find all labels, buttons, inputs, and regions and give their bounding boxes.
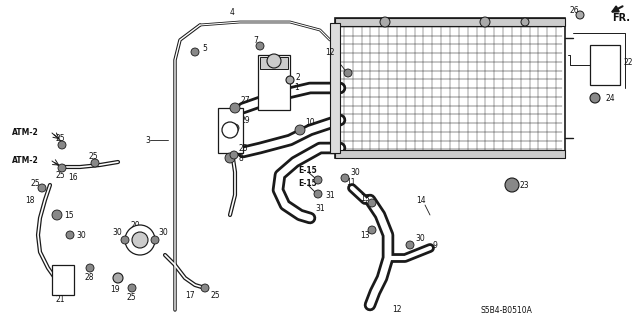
Text: 25: 25 [30, 179, 40, 188]
Circle shape [201, 284, 209, 292]
Circle shape [52, 210, 62, 220]
Bar [258, 55, 290, 110]
Circle shape [222, 122, 238, 138]
Text: 24: 24 [605, 93, 614, 102]
Text: 15: 15 [64, 211, 74, 220]
Circle shape [406, 241, 414, 249]
Text: 18: 18 [25, 196, 35, 204]
Bar [335, 18, 565, 158]
Bar [218, 108, 243, 153]
Text: 28: 28 [84, 274, 93, 283]
Text: ATM-2: ATM-2 [12, 127, 39, 137]
Circle shape [505, 178, 519, 192]
Text: 21: 21 [55, 295, 65, 305]
Circle shape [38, 184, 46, 192]
Text: 25: 25 [88, 151, 98, 161]
Text: 12: 12 [325, 47, 335, 57]
Circle shape [341, 174, 349, 182]
Bar [52, 265, 74, 295]
Text: 17: 17 [185, 291, 195, 300]
Circle shape [66, 231, 74, 239]
Circle shape [113, 273, 123, 283]
Circle shape [231, 124, 239, 132]
Text: 2: 2 [295, 73, 300, 82]
Text: 13: 13 [360, 230, 370, 239]
Text: 4: 4 [230, 7, 235, 17]
Circle shape [125, 225, 155, 255]
Text: 20: 20 [130, 220, 140, 229]
Text: 27: 27 [240, 95, 250, 105]
Text: E-15: E-15 [298, 179, 317, 188]
Text: 25: 25 [126, 293, 136, 302]
Circle shape [267, 54, 281, 68]
Circle shape [344, 69, 352, 77]
Text: 31: 31 [315, 204, 324, 212]
Circle shape [368, 226, 376, 234]
Text: 12: 12 [392, 306, 401, 315]
Text: 7: 7 [253, 36, 258, 44]
Text: 30: 30 [415, 234, 425, 243]
Circle shape [314, 176, 322, 184]
Circle shape [590, 93, 600, 103]
Circle shape [295, 125, 305, 135]
Text: 11: 11 [346, 178, 355, 187]
Circle shape [225, 153, 235, 163]
Circle shape [576, 11, 584, 19]
Text: E-15: E-15 [298, 165, 317, 174]
Circle shape [91, 159, 99, 167]
Bar [335, 18, 565, 26]
Bar [335, 150, 565, 158]
Circle shape [58, 141, 66, 149]
Circle shape [121, 236, 129, 244]
Circle shape [58, 164, 66, 172]
Text: 23: 23 [520, 180, 530, 189]
Text: 22: 22 [623, 58, 632, 67]
Circle shape [368, 199, 376, 207]
Text: FR.: FR. [612, 13, 630, 23]
Text: ATM-2: ATM-2 [12, 156, 39, 164]
Circle shape [521, 18, 529, 26]
Circle shape [230, 151, 238, 159]
Circle shape [151, 236, 159, 244]
Text: 8: 8 [238, 154, 243, 163]
Text: 19: 19 [110, 285, 120, 294]
Circle shape [191, 48, 199, 56]
Text: 1: 1 [294, 83, 299, 92]
Text: 30: 30 [350, 167, 360, 177]
Text: 26: 26 [570, 5, 580, 14]
Text: 25: 25 [210, 291, 220, 300]
Circle shape [128, 284, 136, 292]
Text: 13: 13 [360, 194, 370, 203]
Text: S5B4-B0510A: S5B4-B0510A [480, 306, 532, 315]
Bar [330, 23, 340, 153]
Text: 30: 30 [158, 228, 168, 236]
Circle shape [314, 190, 322, 198]
Circle shape [256, 42, 264, 50]
Text: 30: 30 [76, 230, 86, 239]
Text: 9: 9 [432, 241, 437, 250]
Circle shape [230, 103, 240, 113]
Circle shape [86, 264, 94, 272]
Bar [260, 57, 288, 69]
Text: 3: 3 [145, 135, 150, 145]
Circle shape [286, 76, 294, 84]
Text: 10: 10 [305, 117, 315, 126]
Text: 5: 5 [202, 44, 207, 52]
Text: 29: 29 [240, 116, 250, 124]
Circle shape [480, 17, 490, 27]
Text: 14: 14 [416, 196, 426, 204]
Text: 31: 31 [325, 190, 335, 199]
Circle shape [380, 17, 390, 27]
Text: 30: 30 [112, 228, 122, 236]
Text: 25: 25 [55, 171, 65, 180]
Text: 16: 16 [68, 172, 77, 181]
Text: 25: 25 [238, 143, 248, 153]
Polygon shape [590, 45, 620, 85]
Circle shape [132, 232, 148, 248]
Text: 25: 25 [55, 133, 65, 142]
